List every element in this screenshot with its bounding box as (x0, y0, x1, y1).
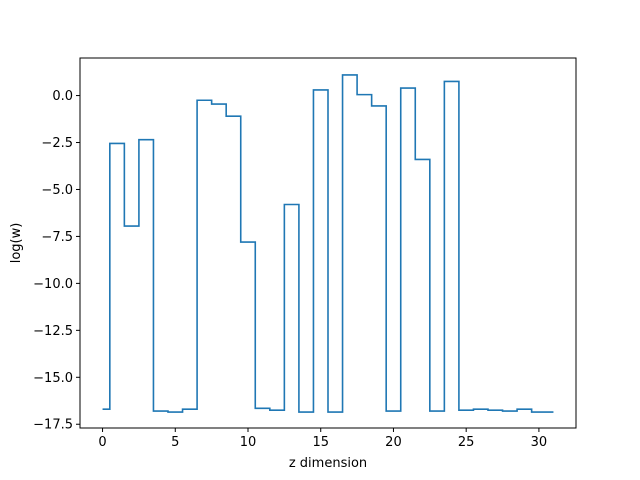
y-tick-label: −15.0 (33, 371, 73, 386)
y-tick-label: −10.0 (33, 277, 73, 292)
y-tick-label: −7.5 (41, 230, 73, 245)
series-line-0 (102, 74, 554, 413)
x-tick-label: 10 (240, 435, 257, 450)
y-tick-label: −5.0 (41, 183, 73, 198)
y-tick-label: 0.0 (52, 89, 73, 104)
x-tick-label: 30 (531, 435, 548, 450)
x-axis: 0 5 10 15 20 25 30 (98, 428, 547, 450)
plot-frame (79, 57, 577, 429)
x-tick-label: 5 (171, 435, 179, 450)
x-tick-label: 20 (385, 435, 402, 450)
x-axis-label: z dimension (289, 456, 367, 471)
x-tick-label: 25 (458, 435, 475, 450)
y-tick-label: −17.5 (33, 418, 73, 433)
x-tick-label: 0 (98, 435, 106, 450)
y-axis-label: log(w) (9, 223, 24, 264)
plot-series-group (102, 74, 554, 413)
x-tick-label: 15 (312, 435, 329, 450)
y-tick-label: −12.5 (33, 324, 73, 339)
y-axis: −17.5 −15.0 −12.5 −10.0 −7.5 −5.0 −2.5 0.0 (33, 89, 80, 433)
y-tick-label: −2.5 (41, 136, 73, 151)
